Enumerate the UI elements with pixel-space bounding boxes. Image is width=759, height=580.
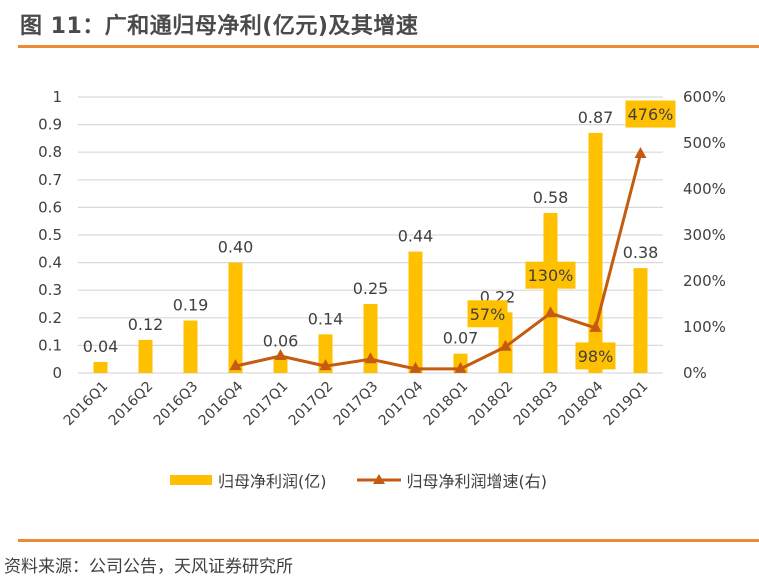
x-tick-label: 2017Q1 [241,379,292,430]
bar-value-label: 0.06 [263,331,299,350]
x-tick-label: 2017Q2 [286,379,337,430]
left-tick-label: 0.6 [38,198,62,216]
growth-value-label: 57% [470,305,506,324]
line-marker [589,320,602,332]
title-divider [18,45,759,48]
x-tick-label: 2018Q4 [556,378,607,429]
bar [633,268,648,373]
x-tick-label: 2016Q4 [196,378,247,429]
growth-label-box [575,342,616,370]
left-tick-label: 1 [52,88,62,106]
left-tick-label: 0.4 [38,254,62,272]
bar [408,251,423,373]
line-marker [454,361,467,373]
legend-label-bar: 归母净利润(亿) [218,472,327,491]
bar-value-label: 0.38 [623,243,659,262]
bar-value-label: 0.25 [353,279,389,298]
bar-value-label: 0.12 [128,315,164,334]
bar-value-label: 0.40 [218,238,254,257]
bar [318,334,333,373]
right-axis-ticks: 0% 100% 200% 300% 400% 500% 600% [683,88,726,382]
left-tick-label: 0.8 [38,143,62,161]
bar-swatch-icon [170,475,212,485]
line-triangle-swatch-icon [356,474,401,484]
line-marker [274,348,287,360]
left-tick-label: 0.7 [38,171,62,189]
x-tick-label: 2016Q1 [61,379,112,430]
line-marker [409,361,422,373]
growth-line [229,147,647,373]
growth-value-label: 130% [528,266,574,285]
bar [543,212,558,373]
line-marker [364,352,377,364]
right-tick-label: 600% [683,88,726,106]
line-marker [499,339,512,351]
growth-line-path [235,153,642,371]
legend-item-bar[interactable]: 归母净利润(亿) [170,468,327,492]
left-tick-label: 0.1 [38,336,62,354]
growth-label-box [625,100,676,128]
right-tick-label: 500% [683,134,726,152]
x-tick-label: 2018Q3 [511,379,562,430]
left-tick-label: 0.2 [38,309,62,327]
legend-label-line: 归母净利润增速(右) [406,472,548,491]
bar-value-label: 0.07 [443,329,479,348]
x-tick-label: 2016Q3 [151,379,202,430]
bar-value-label: 0.58 [533,188,569,207]
x-axis-ticks: 2016Q12016Q22016Q32016Q42017Q12017Q22017… [61,378,652,429]
bar [138,339,153,373]
x-tick-label: 2018Q1 [421,379,472,430]
bar-value-label: 0.19 [173,296,209,315]
x-tick-label: 2019Q1 [601,379,652,430]
x-tick-label: 2018Q2 [466,379,517,430]
figure-title: 图 11：广和通归母净利(亿元)及其增速 [20,14,419,39]
line-marker [634,147,647,159]
left-tick-label: 0.3 [38,281,62,299]
line-marker [544,306,557,318]
bar [273,356,288,373]
legend-item-line[interactable]: 归母净利润增速(右) [356,468,548,492]
x-tick-label: 2017Q3 [331,379,382,430]
bar-value-label: 0.44 [398,227,434,246]
bar [363,304,378,373]
left-tick-label: 0 [52,364,62,382]
footer-divider [18,539,759,542]
bar [183,320,198,373]
legend: 归母净利润(亿) 归母净利润增速(右) [170,468,547,492]
bar [228,262,243,373]
bar [93,361,108,373]
line-marker [229,359,242,371]
line-marker [319,359,332,371]
bar-value-label: 0.87 [578,108,614,127]
right-tick-label: 100% [683,318,726,336]
left-tick-label: 0.9 [38,116,62,134]
gridlines [78,96,663,374]
right-tick-label: 400% [683,180,726,198]
growth-value-label: 476% [628,105,674,124]
x-tick-label: 2017Q4 [376,378,427,429]
bar [588,132,603,373]
x-tick-label: 2016Q2 [106,379,157,430]
growth-labels: 57% 130% 98% 476% [467,100,676,370]
right-tick-label: 200% [683,272,726,290]
bar-value-label: 0.14 [308,309,344,328]
chart: 0 0.1 0.2 0.3 0.4 0.5 0.6 0.7 0.8 0.9 1 0% 100% 200%… [38,88,726,429]
source-note: 资料来源：公司公告，天风证券研究所 [4,557,293,577]
growth-label-box [467,300,508,328]
bar-value-label: 0.04 [83,337,119,356]
left-axis-ticks: 0 0.1 0.2 0.3 0.4 0.5 0.6 0.7 0.8 0.9 1 [38,88,62,382]
bars [93,132,648,373]
growth-label-box [525,261,576,289]
growth-value-label: 98% [578,347,614,366]
left-tick-label: 0.5 [38,226,62,244]
right-tick-label: 0% [683,364,707,382]
right-tick-label: 300% [683,226,726,244]
